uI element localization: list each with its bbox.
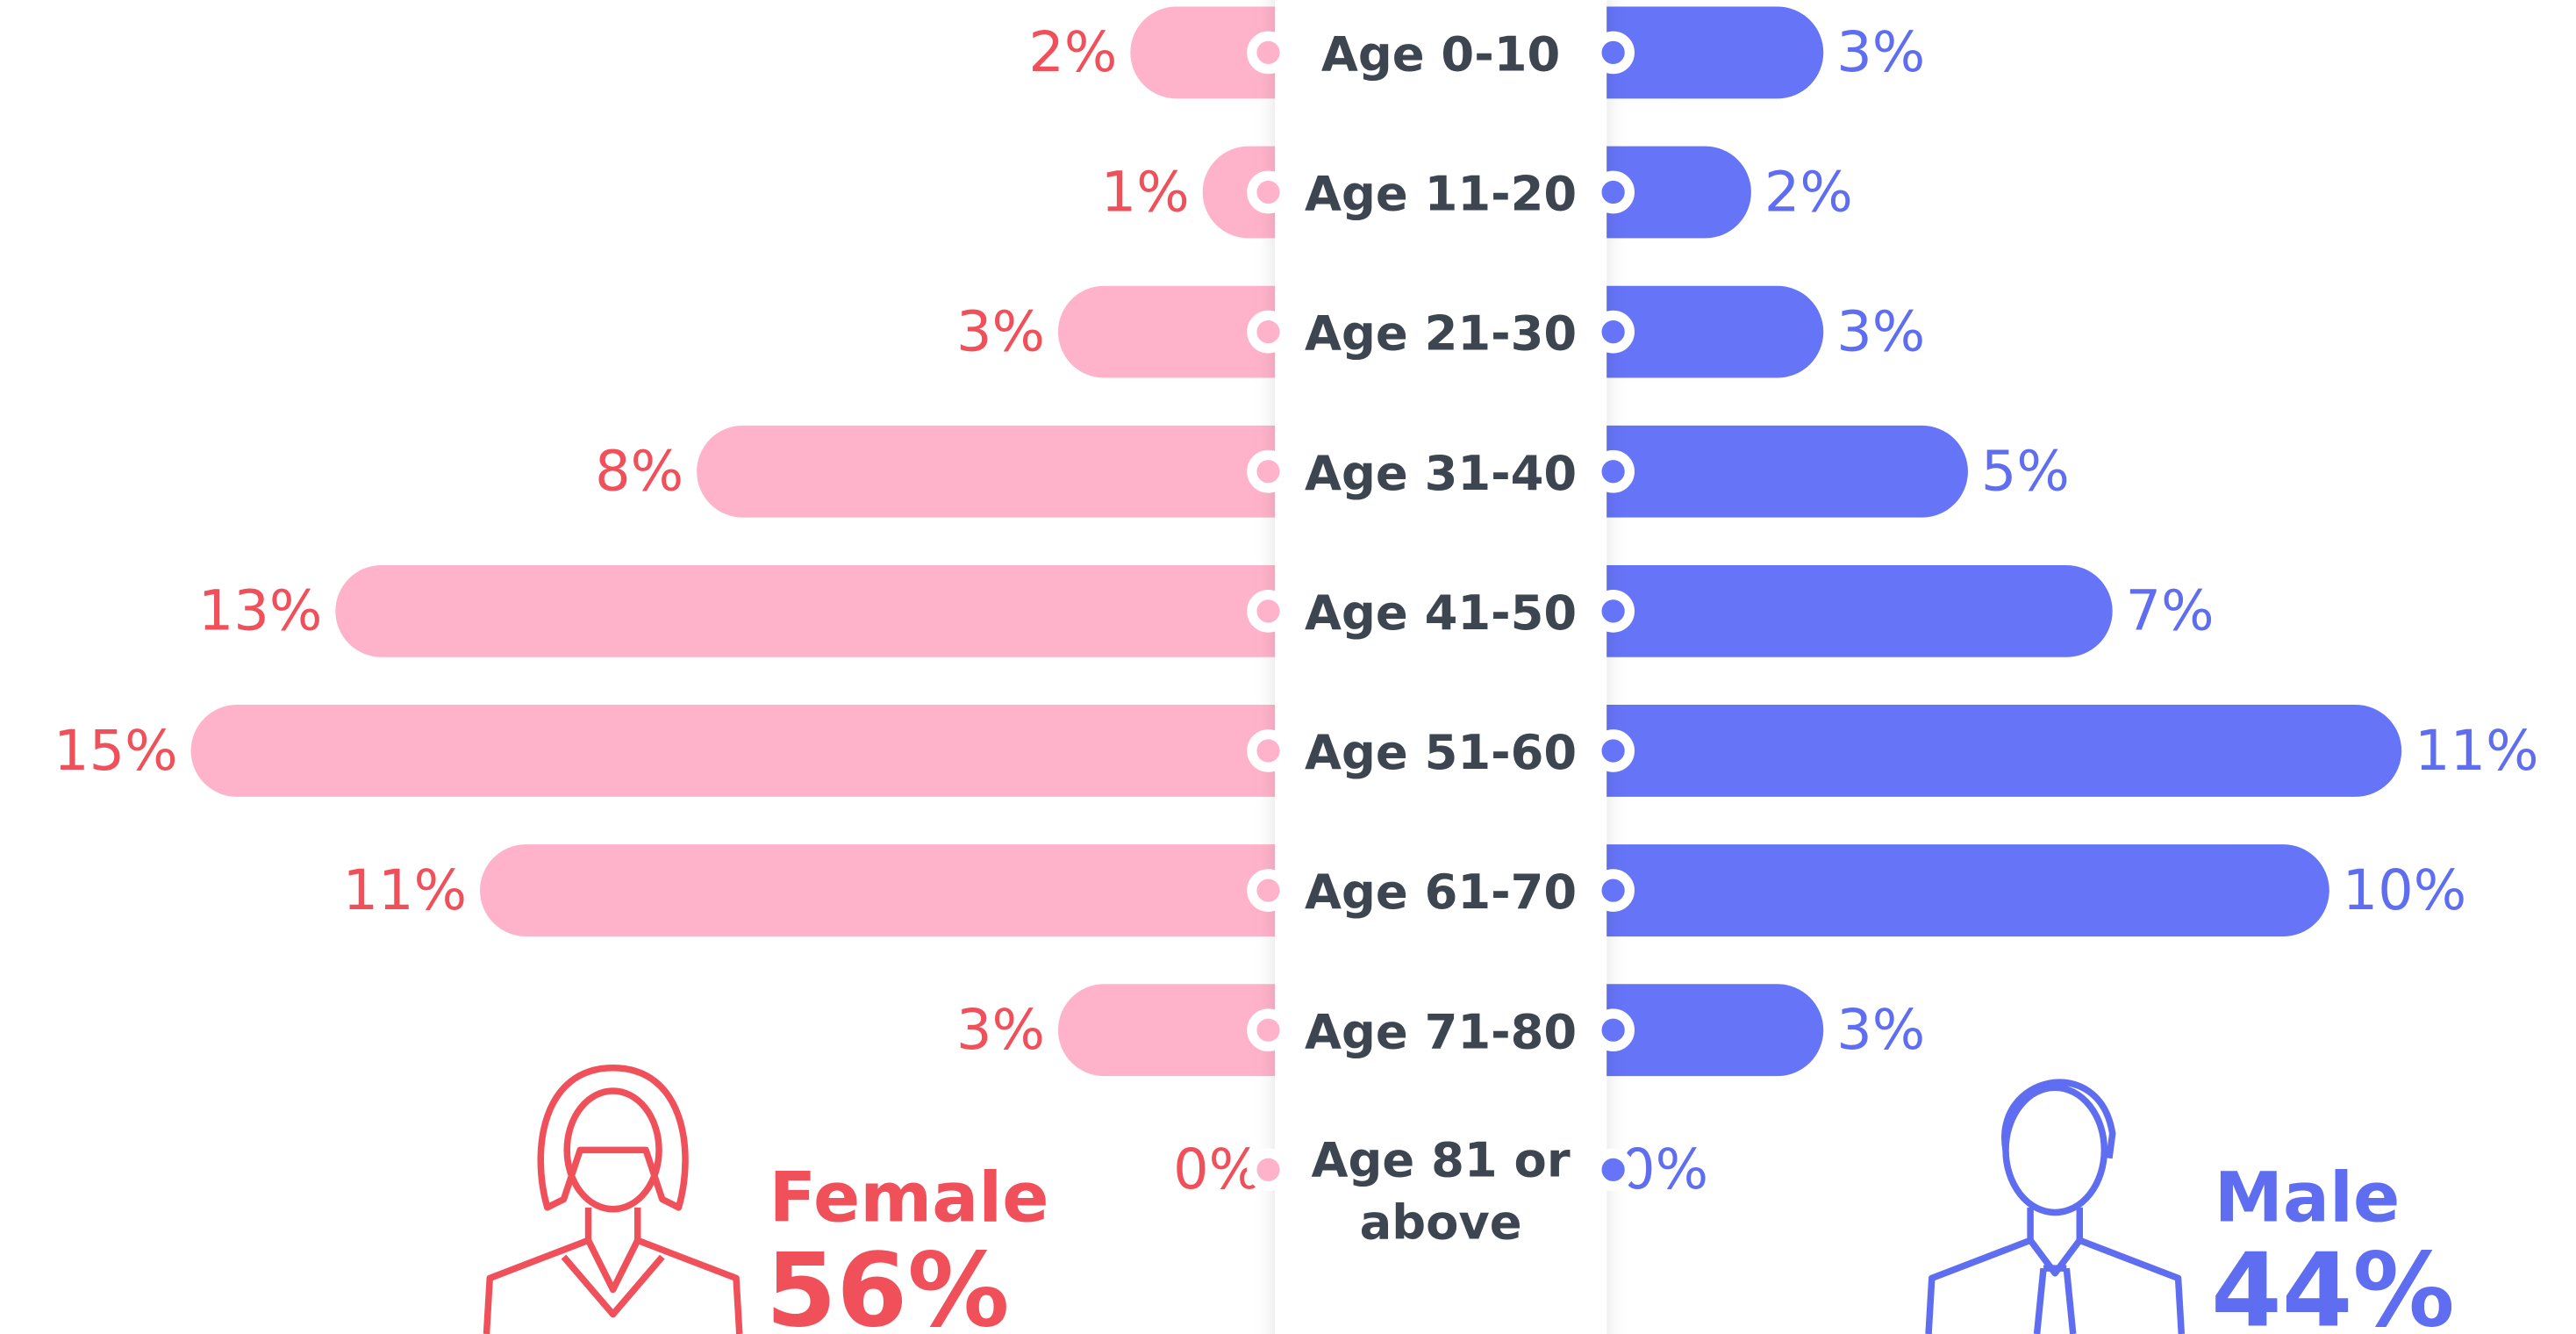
category-label: Age 61-70 xyxy=(1304,864,1578,921)
value-label: 3% xyxy=(1836,998,1925,1063)
marker-dot xyxy=(1592,869,1635,912)
bar xyxy=(1541,984,1824,1077)
bar xyxy=(190,705,1341,797)
value-label: 8% xyxy=(595,440,683,505)
bar xyxy=(1541,425,1968,518)
marker-dot xyxy=(1592,310,1635,354)
category-label: Age 21-30 xyxy=(1304,305,1578,362)
category-label: Age 0-10 xyxy=(1320,26,1561,82)
marker-dot xyxy=(1592,1148,1635,1192)
category-label-box: Age 0-10 xyxy=(1320,26,1561,82)
marker-dot xyxy=(1247,1008,1290,1052)
category-label-box: Age 51-60 xyxy=(1304,724,1578,781)
value-label: 10% xyxy=(2343,858,2466,923)
bars xyxy=(190,6,2402,1216)
marker-dot xyxy=(1247,590,1290,633)
marker-dot xyxy=(1247,310,1290,354)
marker-dot xyxy=(1247,31,1290,75)
value-label: 1% xyxy=(1101,160,1190,225)
value-label: 11% xyxy=(343,858,467,923)
value-label: 7% xyxy=(2126,579,2215,644)
bar xyxy=(1541,285,1824,378)
category-label-box: Age 21-30 xyxy=(1304,305,1578,362)
marker-dot xyxy=(1247,449,1290,493)
value-label: 3% xyxy=(1836,20,1925,85)
center-panel xyxy=(1275,0,1607,1334)
value-label: 3% xyxy=(956,299,1045,364)
marker-dot xyxy=(1247,729,1290,772)
value-label: 2% xyxy=(1028,20,1117,85)
bar xyxy=(697,425,1341,518)
male-legend: Male xyxy=(2215,1158,2401,1238)
overlay: 2% 3% Age 0-10 1% 2% Age 11-20 3% 3% Age 21-30 8%… xyxy=(54,20,2538,1251)
bar xyxy=(335,564,1341,657)
category-label: Age 31-40 xyxy=(1304,445,1578,502)
marker-dot xyxy=(1247,1148,1290,1192)
value-label: 3% xyxy=(956,998,1045,1063)
category-label-box: Age 11-20 xyxy=(1304,166,1578,223)
category-label: Age 51-60 xyxy=(1304,724,1578,781)
value-label: 2% xyxy=(1764,160,1853,225)
bar xyxy=(1057,984,1341,1077)
marker-dot xyxy=(1592,31,1635,75)
bar xyxy=(1541,705,2402,797)
marker-dot xyxy=(1247,170,1290,214)
bar xyxy=(1541,564,2113,657)
bar xyxy=(1057,285,1341,378)
category-label-box: Age 41-50 xyxy=(1304,585,1578,642)
category-label-box: Age 81 or above xyxy=(1311,1132,1571,1251)
value-label: 11% xyxy=(2415,719,2538,784)
bar xyxy=(1541,844,2329,936)
marker-dot xyxy=(1247,869,1290,912)
female-legend: Female xyxy=(769,1158,1048,1238)
category-label-box: Age 31-40 xyxy=(1304,445,1578,502)
category-label-box: Age 61-70 xyxy=(1304,864,1578,921)
value-label: 15% xyxy=(54,719,177,784)
bar xyxy=(480,844,1341,936)
value-label: 3% xyxy=(1836,299,1925,364)
category-label: Age 81 or above xyxy=(1311,1132,1571,1251)
value-label: 13% xyxy=(198,579,322,644)
marker-dot xyxy=(1592,1008,1635,1052)
marker-dot xyxy=(1592,729,1635,772)
male-total: 44% xyxy=(2211,1232,2455,1334)
marker-dot xyxy=(1592,449,1635,493)
category-label: Age 71-80 xyxy=(1304,1004,1578,1060)
male-icon xyxy=(1925,1079,2186,1334)
marker-dot xyxy=(1592,590,1635,633)
female-total: 56% xyxy=(766,1232,1010,1334)
category-label-box: Age 71-80 xyxy=(1304,1004,1578,1060)
category-label: Age 11-20 xyxy=(1304,166,1578,223)
value-label: 5% xyxy=(1981,440,2070,505)
category-label: Age 41-50 xyxy=(1304,585,1578,642)
marker-dot xyxy=(1592,170,1635,214)
female-icon xyxy=(483,1065,743,1334)
bar xyxy=(1541,6,1824,99)
